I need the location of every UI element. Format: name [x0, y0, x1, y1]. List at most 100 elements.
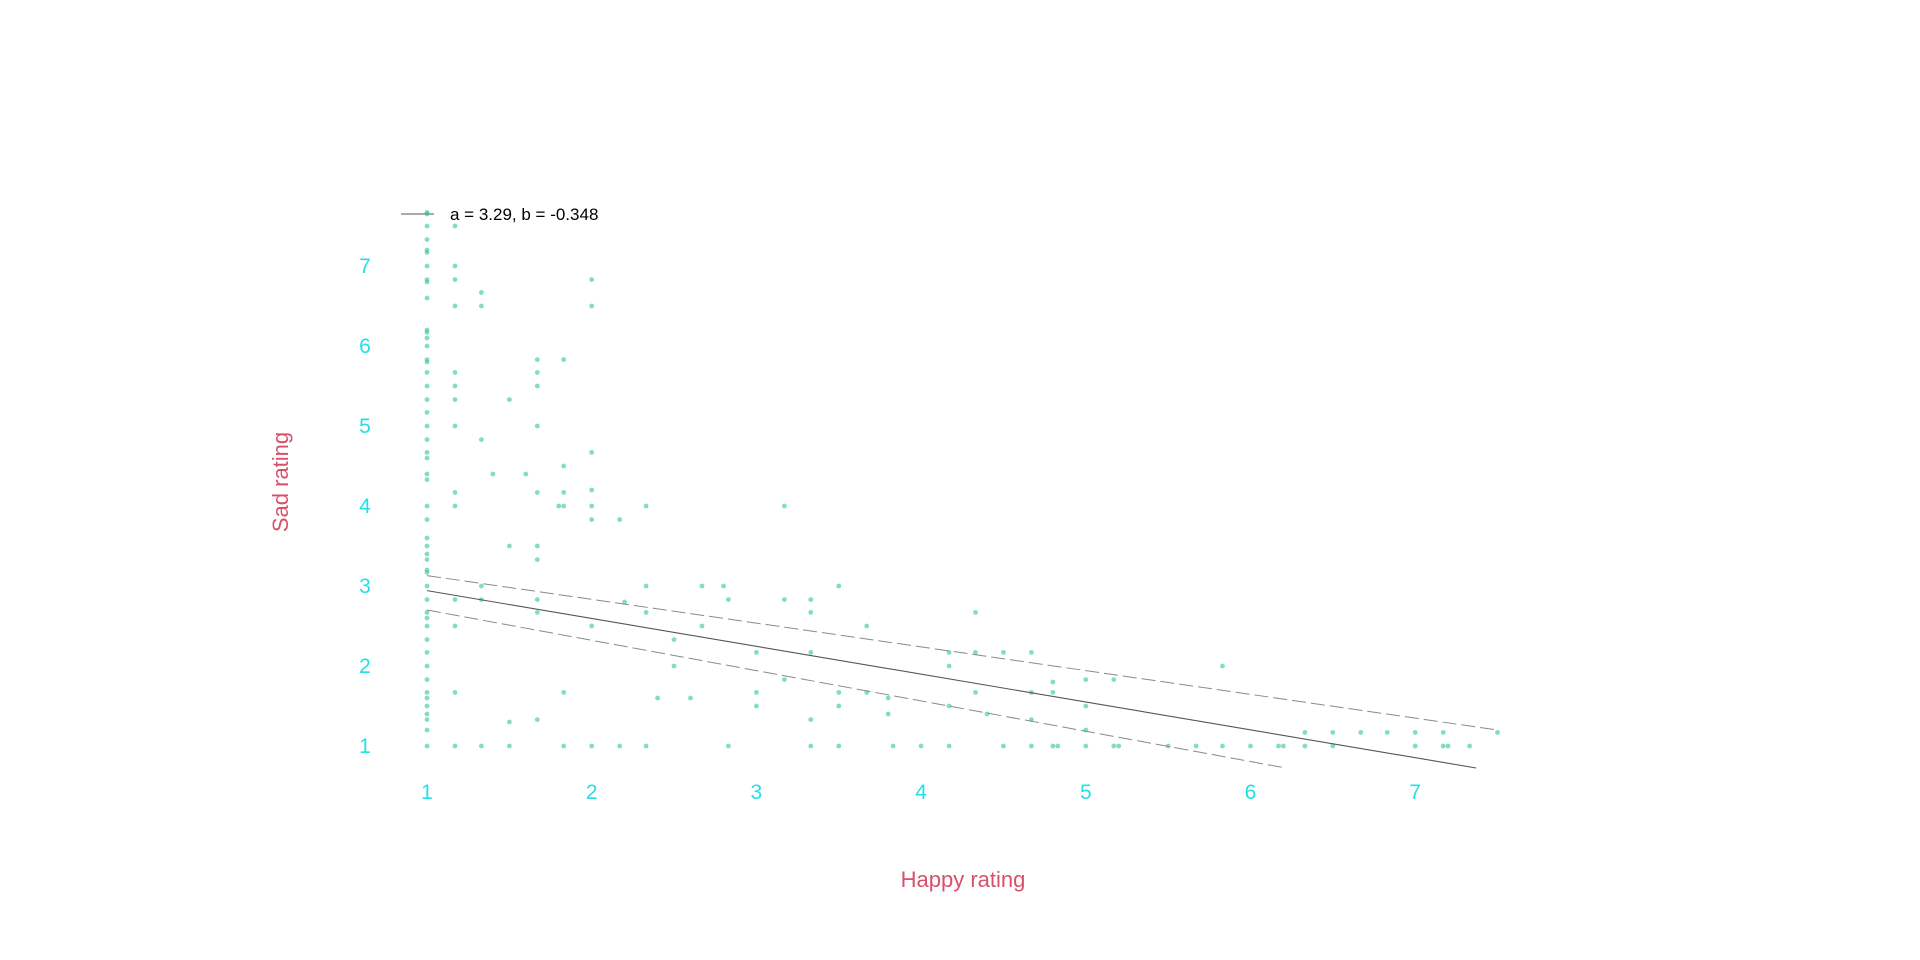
data-point [534, 610, 540, 615]
data-point [699, 623, 705, 629]
data-point [490, 471, 496, 477]
data-point [782, 597, 787, 602]
data-point [1330, 730, 1336, 735]
data-point [885, 711, 891, 717]
data-point [424, 223, 430, 229]
data-point [1111, 677, 1117, 682]
data-point [424, 455, 430, 461]
x-axis-label: Happy rating [901, 867, 1026, 892]
legend-point-swatch [424, 211, 430, 217]
data-point [424, 295, 430, 301]
data-point [1001, 650, 1006, 655]
data-point [726, 597, 731, 602]
x-axis-ticks: 1 2 3 4 5 6 7 [421, 781, 1421, 804]
data-point [424, 583, 430, 589]
data-point [808, 650, 814, 655]
data-point [1384, 730, 1390, 735]
data-point [479, 290, 484, 295]
data-point [754, 650, 759, 655]
x-tick-label: 2 [586, 781, 598, 804]
data-point [836, 703, 842, 709]
data-point [424, 423, 430, 429]
data-point [946, 663, 952, 669]
data-point [479, 303, 484, 309]
data-point [424, 263, 430, 269]
data-point [946, 743, 952, 749]
data-point [424, 570, 430, 575]
data-point [671, 637, 677, 642]
data-point [946, 703, 952, 709]
data-point [479, 583, 484, 589]
data-point [561, 503, 567, 509]
data-point [1029, 650, 1034, 655]
data-point [424, 663, 430, 669]
data-point [507, 397, 512, 402]
data-point [754, 703, 759, 709]
data-point [836, 583, 842, 589]
y-tick-label: 1 [359, 735, 371, 758]
data-point [424, 717, 430, 722]
data-point [424, 370, 430, 375]
data-point [507, 719, 512, 725]
data-point [561, 490, 567, 495]
data-point [424, 610, 430, 615]
data-point [424, 637, 430, 642]
data-point [1495, 730, 1500, 735]
data-point [479, 437, 484, 442]
data-point [1029, 743, 1034, 749]
data-point [452, 490, 458, 495]
data-point [424, 250, 430, 255]
data-point [808, 743, 814, 749]
data-point [452, 690, 458, 695]
y-tick-label: 3 [359, 575, 371, 598]
data-point [424, 743, 430, 749]
data-point [1276, 743, 1281, 749]
data-point [1001, 743, 1006, 749]
data-point [808, 597, 814, 602]
ci-upper-line [426, 575, 1498, 731]
data-point [589, 517, 595, 522]
data-point [589, 743, 595, 749]
data-point [424, 557, 430, 562]
y-axis-ticks: 1 2 3 4 5 6 7 [359, 255, 371, 758]
data-point [589, 503, 595, 509]
data-point [424, 517, 430, 522]
data-points [424, 210, 1500, 749]
data-point [1111, 743, 1117, 749]
data-point [424, 450, 430, 455]
data-point [424, 727, 430, 733]
y-tick-label: 6 [359, 335, 371, 358]
data-point [452, 223, 458, 229]
data-point [1412, 743, 1418, 749]
data-point [1083, 677, 1089, 682]
data-point [1440, 730, 1446, 735]
data-point [424, 397, 430, 402]
data-point [589, 277, 595, 282]
data-point [836, 743, 842, 749]
data-point [534, 543, 540, 549]
data-point [534, 423, 540, 429]
regression-lines [426, 575, 1498, 769]
data-point [864, 623, 870, 629]
data-point [452, 383, 458, 389]
data-point [424, 359, 430, 365]
data-point [452, 503, 458, 509]
data-point [424, 383, 430, 389]
data-point [671, 663, 677, 669]
data-point [1116, 743, 1122, 749]
data-point [1083, 703, 1089, 709]
data-point [424, 477, 430, 482]
data-point [699, 583, 705, 589]
data-point [507, 743, 512, 749]
data-point [1050, 743, 1056, 749]
data-point [589, 623, 595, 629]
data-point [1445, 743, 1451, 749]
x-tick-label: 7 [1409, 781, 1421, 804]
data-point [1412, 730, 1418, 735]
data-point [452, 370, 458, 375]
y-tick-label: 7 [359, 255, 371, 278]
data-point [534, 597, 540, 602]
data-point [424, 650, 430, 655]
data-point [452, 263, 458, 269]
data-point [424, 471, 430, 477]
